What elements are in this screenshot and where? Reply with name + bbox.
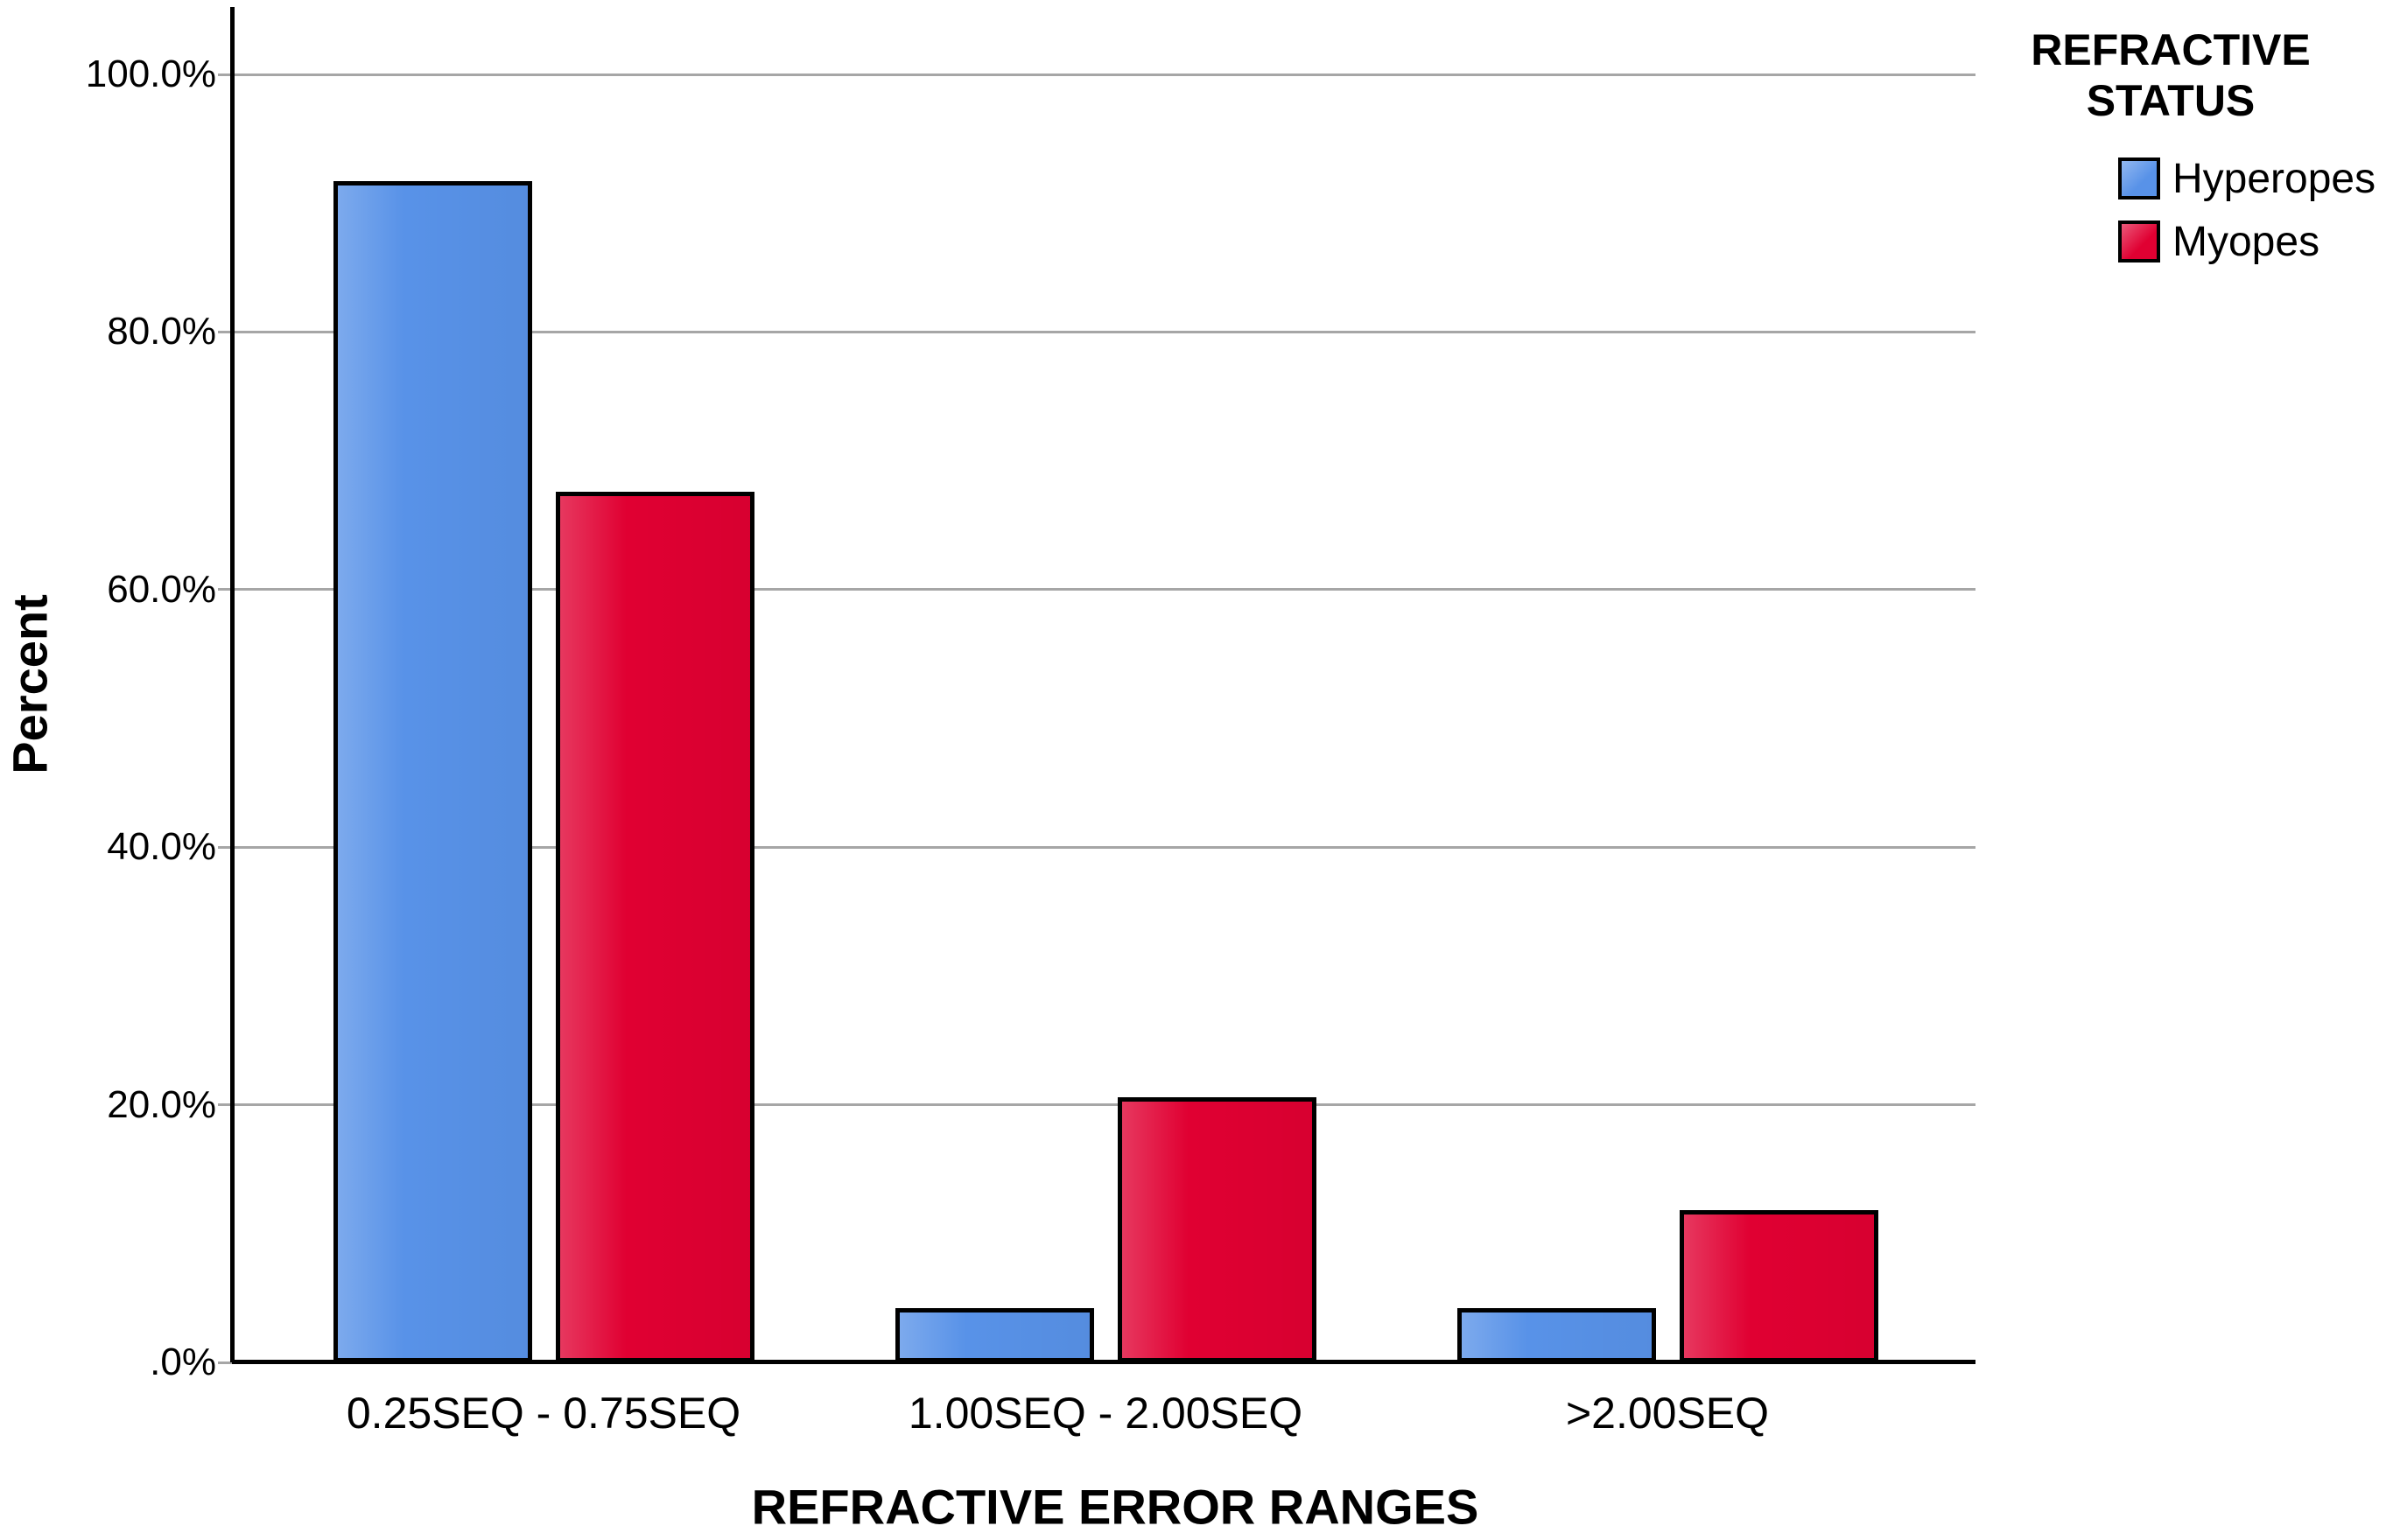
legend-title-line2: STATUS [2086, 76, 2256, 125]
y-tick-label-0: .0% [150, 1340, 216, 1383]
legend-label-myopes: Myopes [2172, 218, 2320, 265]
bar-myopes-0 [555, 491, 754, 1362]
x-tick-label-0: 0.25SEQ - 0.75SEQ [346, 1389, 741, 1438]
gridline-80 [232, 330, 1975, 333]
x-axis-title: REFRACTIVE ERROR RANGES [751, 1479, 1479, 1535]
gridline-40 [232, 845, 1975, 849]
plot-area [218, 7, 1975, 1364]
gridline-20 [232, 1103, 1975, 1107]
y-tick-label-40: 40.0% [107, 825, 216, 869]
bar-hyperopes-1 [895, 1308, 1094, 1362]
gridline-100 [232, 73, 1975, 76]
y-tick-mark-20 [218, 1103, 232, 1107]
x-tick-label-2: >2.00SEQ [1565, 1389, 1770, 1438]
gridline-60 [232, 588, 1975, 592]
bar-myopes-1 [1117, 1096, 1316, 1362]
y-tick-label-100: 100.0% [85, 52, 216, 95]
bar-myopes-2 [1679, 1210, 1878, 1362]
legend-item-hyperopes: Hyperopes [2118, 155, 2376, 202]
x-axis-line [232, 1360, 1975, 1364]
x-tick-label-1: 1.00SEQ - 2.00SEQ [908, 1389, 1303, 1438]
legend-item-myopes: Myopes [2118, 219, 2319, 265]
y-axis-line [230, 7, 235, 1362]
legend-swatch-myopes-icon [2118, 220, 2160, 262]
legend-title: REFRACTIVE STATUS [1987, 24, 2354, 126]
y-tick-mark-60 [218, 588, 232, 592]
bar-hyperopes-0 [333, 181, 532, 1362]
y-tick-label-20: 20.0% [107, 1082, 216, 1126]
bar-hyperopes-2 [1456, 1308, 1656, 1362]
y-tick-mark-40 [218, 845, 232, 849]
y-tick-label-80: 80.0% [107, 310, 216, 354]
y-tick-mark-100 [218, 73, 232, 76]
y-tick-mark-0 [218, 1361, 232, 1364]
legend-swatch-hyperopes-icon [2118, 158, 2160, 200]
y-tick-label-60: 60.0% [107, 567, 216, 611]
y-axis-title: Percent [2, 594, 58, 774]
legend-label-hyperopes: Hyperopes [2172, 155, 2376, 202]
y-tick-mark-80 [218, 330, 232, 333]
legend: REFRACTIVE STATUS Hyperopes Myopes [1987, 24, 2375, 265]
legend-title-line1: REFRACTIVE [2031, 25, 2311, 74]
